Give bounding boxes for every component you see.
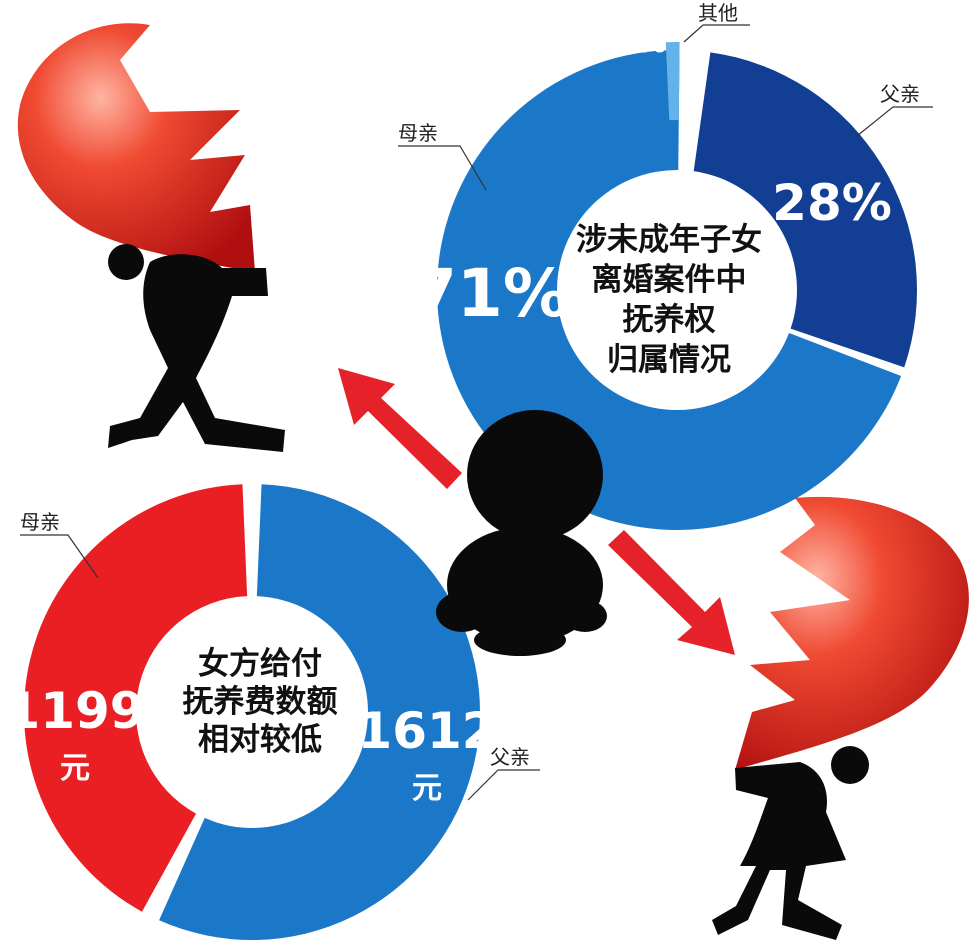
mother-callout-label: 母亲 — [20, 510, 60, 534]
support-chart-title-line-2: 抚养费数额 — [183, 684, 338, 720]
father-silhouette-icon — [108, 244, 285, 452]
father-amount-label: 1612 — [357, 702, 496, 760]
support-chart-title-line-3: 相对较低 — [198, 722, 322, 758]
arrow-to-mother-icon — [608, 530, 735, 655]
arrow-to-father-icon — [338, 368, 462, 489]
father-unit-label: 元 — [412, 771, 442, 806]
mother-callout-label-leader-line — [20, 534, 99, 579]
slice-other — [665, 42, 680, 121]
mother-callout-label: 母亲 — [398, 121, 438, 145]
custody-chart-title-line-4: 归属情况 — [607, 342, 731, 378]
child-silhouette-icon — [436, 410, 607, 656]
father-callout-label-leader-line — [856, 106, 933, 137]
father-percent-label: 28% — [772, 174, 892, 232]
mother-callout-label-leader-line — [398, 145, 487, 191]
mother-unit-label: 元 — [60, 751, 90, 786]
father-callout-label: 父亲 — [880, 82, 920, 106]
custody-chart-title-line-1: 涉未成年子女 — [576, 222, 762, 258]
slice-mother — [23, 484, 248, 912]
custody-chart-title-line-2: 离婚案件中 — [592, 262, 747, 298]
donut-hole — [138, 598, 366, 826]
slice-father — [693, 52, 917, 368]
broken-heart-left-icon — [17, 23, 256, 272]
support-chart-title-line-1: 女方给付 — [198, 646, 322, 682]
slice-father — [159, 484, 480, 940]
slice-mother — [437, 50, 902, 530]
other-percent-label: 1% — [616, 25, 667, 60]
broken-heart-right-icon — [735, 496, 969, 770]
custody-chart-title-line-3: 抚养权 — [623, 302, 716, 338]
other-callout-label: 其他 — [698, 1, 738, 25]
donut-hole — [559, 172, 795, 408]
father-callout-label: 父亲 — [490, 745, 530, 769]
mother-percent-label: 71% — [411, 255, 569, 332]
mother-amount-label: 1199 — [5, 682, 144, 740]
father-callout-label-leader-line — [467, 769, 540, 801]
mother-silhouette-icon — [712, 746, 869, 940]
other-callout-label-leader-line — [683, 24, 750, 43]
